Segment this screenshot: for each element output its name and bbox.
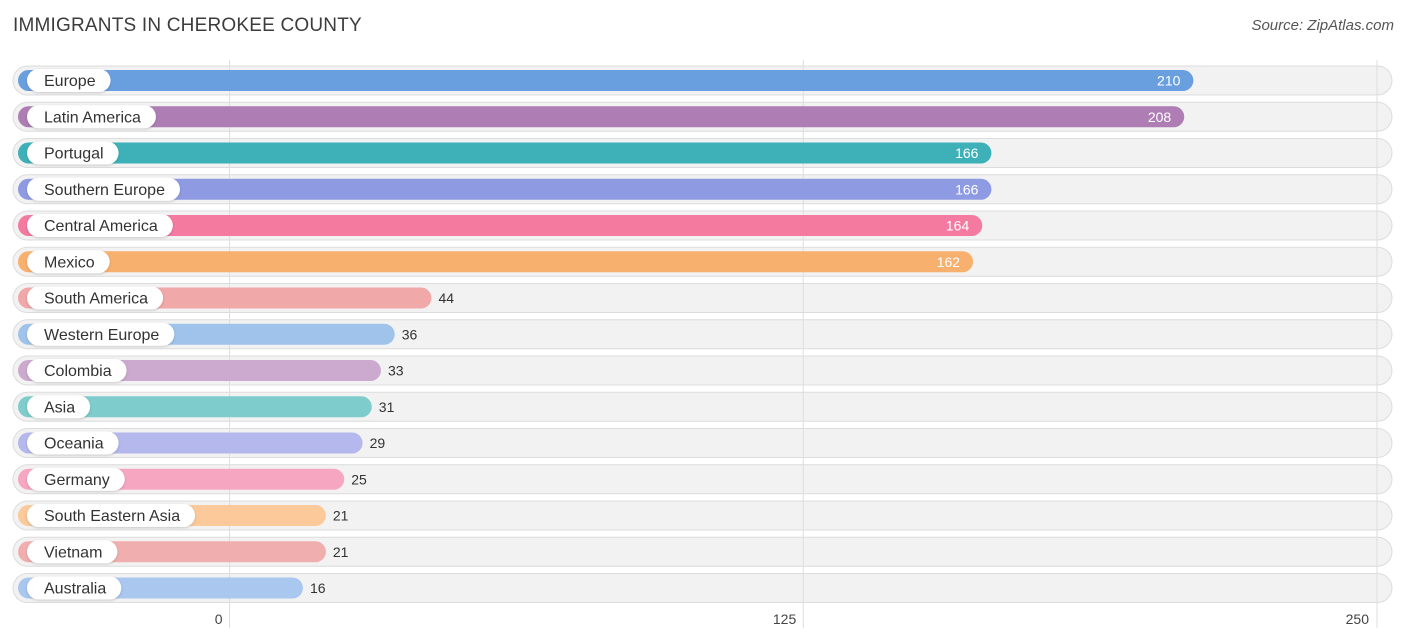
bar-row: Germany 25 [18,467,367,491]
category-label-pill [27,250,110,274]
value-label: 36 [402,326,418,342]
value-label: 25 [351,471,367,487]
value-label: 31 [379,399,395,415]
value-label: 166 [955,181,979,197]
category-label-pill [27,467,125,491]
category-label: Colombia [44,363,112,380]
chart-source: Source: ZipAtlas.com [1251,17,1394,34]
category-label-pill [27,540,118,564]
value-label: 21 [333,544,349,560]
category-label: South America [44,291,148,308]
bar-row: Colombia 33 [18,359,404,382]
bar[interactable] [18,396,372,418]
value-label: 21 [333,508,349,524]
bar-row: Latin America 208 [18,105,1185,129]
category-label: Oceania [44,436,104,453]
bar-track [12,500,1393,531]
x-tick-label: 125 [773,611,797,627]
bar-row: Central America 164 [18,214,983,237]
bar-track [12,573,1393,603]
bar-row: South Eastern Asia 21 [18,504,349,527]
bar-row: Asia 31 [18,395,395,419]
category-label: Western Europe [44,327,159,344]
value-label: 208 [1148,109,1172,125]
category-label: Vietnam [44,544,102,561]
category-label: Latin America [44,109,141,126]
value-label: 33 [388,363,404,379]
category-label-pill [27,105,156,129]
category-label: Australia [44,581,106,598]
value-label: 162 [937,254,961,270]
category-label: Portugal [44,146,104,163]
bar-row: Western Europe 36 [18,322,418,346]
bar[interactable] [18,106,1185,128]
category-label-pill [27,359,127,382]
category-label: Asia [44,399,75,416]
bar-row: Mexico 162 [18,250,974,274]
category-label: Southern Europe [44,182,165,199]
category-label-pill [27,395,91,419]
value-label: 210 [1157,73,1181,89]
bar-row: Vietnam 21 [18,540,349,564]
category-label-pill [27,177,180,201]
value-label: 16 [310,580,326,596]
category-label-pill [27,504,196,527]
bar-row: South America 44 [18,286,454,310]
category-label-pill [27,286,164,310]
bar[interactable] [18,251,974,273]
value-label: 166 [955,145,979,161]
x-tick-label: 0 [215,611,223,627]
bar[interactable] [18,142,992,164]
category-label-pill [27,69,111,92]
value-label: 164 [946,218,970,234]
category-label-pill [27,322,175,346]
bar-track [12,464,1393,495]
bar-row: Southern Europe 166 [18,177,992,201]
category-label-pill [27,431,119,455]
category-label-pill [27,576,122,600]
bar-row: Europe 210 [18,69,1194,92]
category-label: Europe [44,73,96,90]
bar-row: Portugal 166 [18,141,992,165]
bar[interactable] [18,215,983,236]
category-label: Central America [44,218,158,235]
x-tick-label: 250 [1346,611,1370,627]
bar-row: Oceania 29 [18,431,386,455]
category-label-pill [27,214,173,237]
bar-row: Australia 16 [18,576,326,600]
category-label: Mexico [44,254,95,271]
bar[interactable] [18,70,1194,91]
value-label: 29 [370,435,386,451]
value-label: 44 [438,290,454,306]
category-label: South Eastern Asia [44,508,180,525]
bar[interactable] [18,178,992,200]
category-label-pill [27,141,119,165]
category-label: Germany [44,472,110,489]
chart-title: IMMIGRANTS IN CHEROKEE COUNTY [13,15,362,36]
bar-track [12,536,1393,567]
